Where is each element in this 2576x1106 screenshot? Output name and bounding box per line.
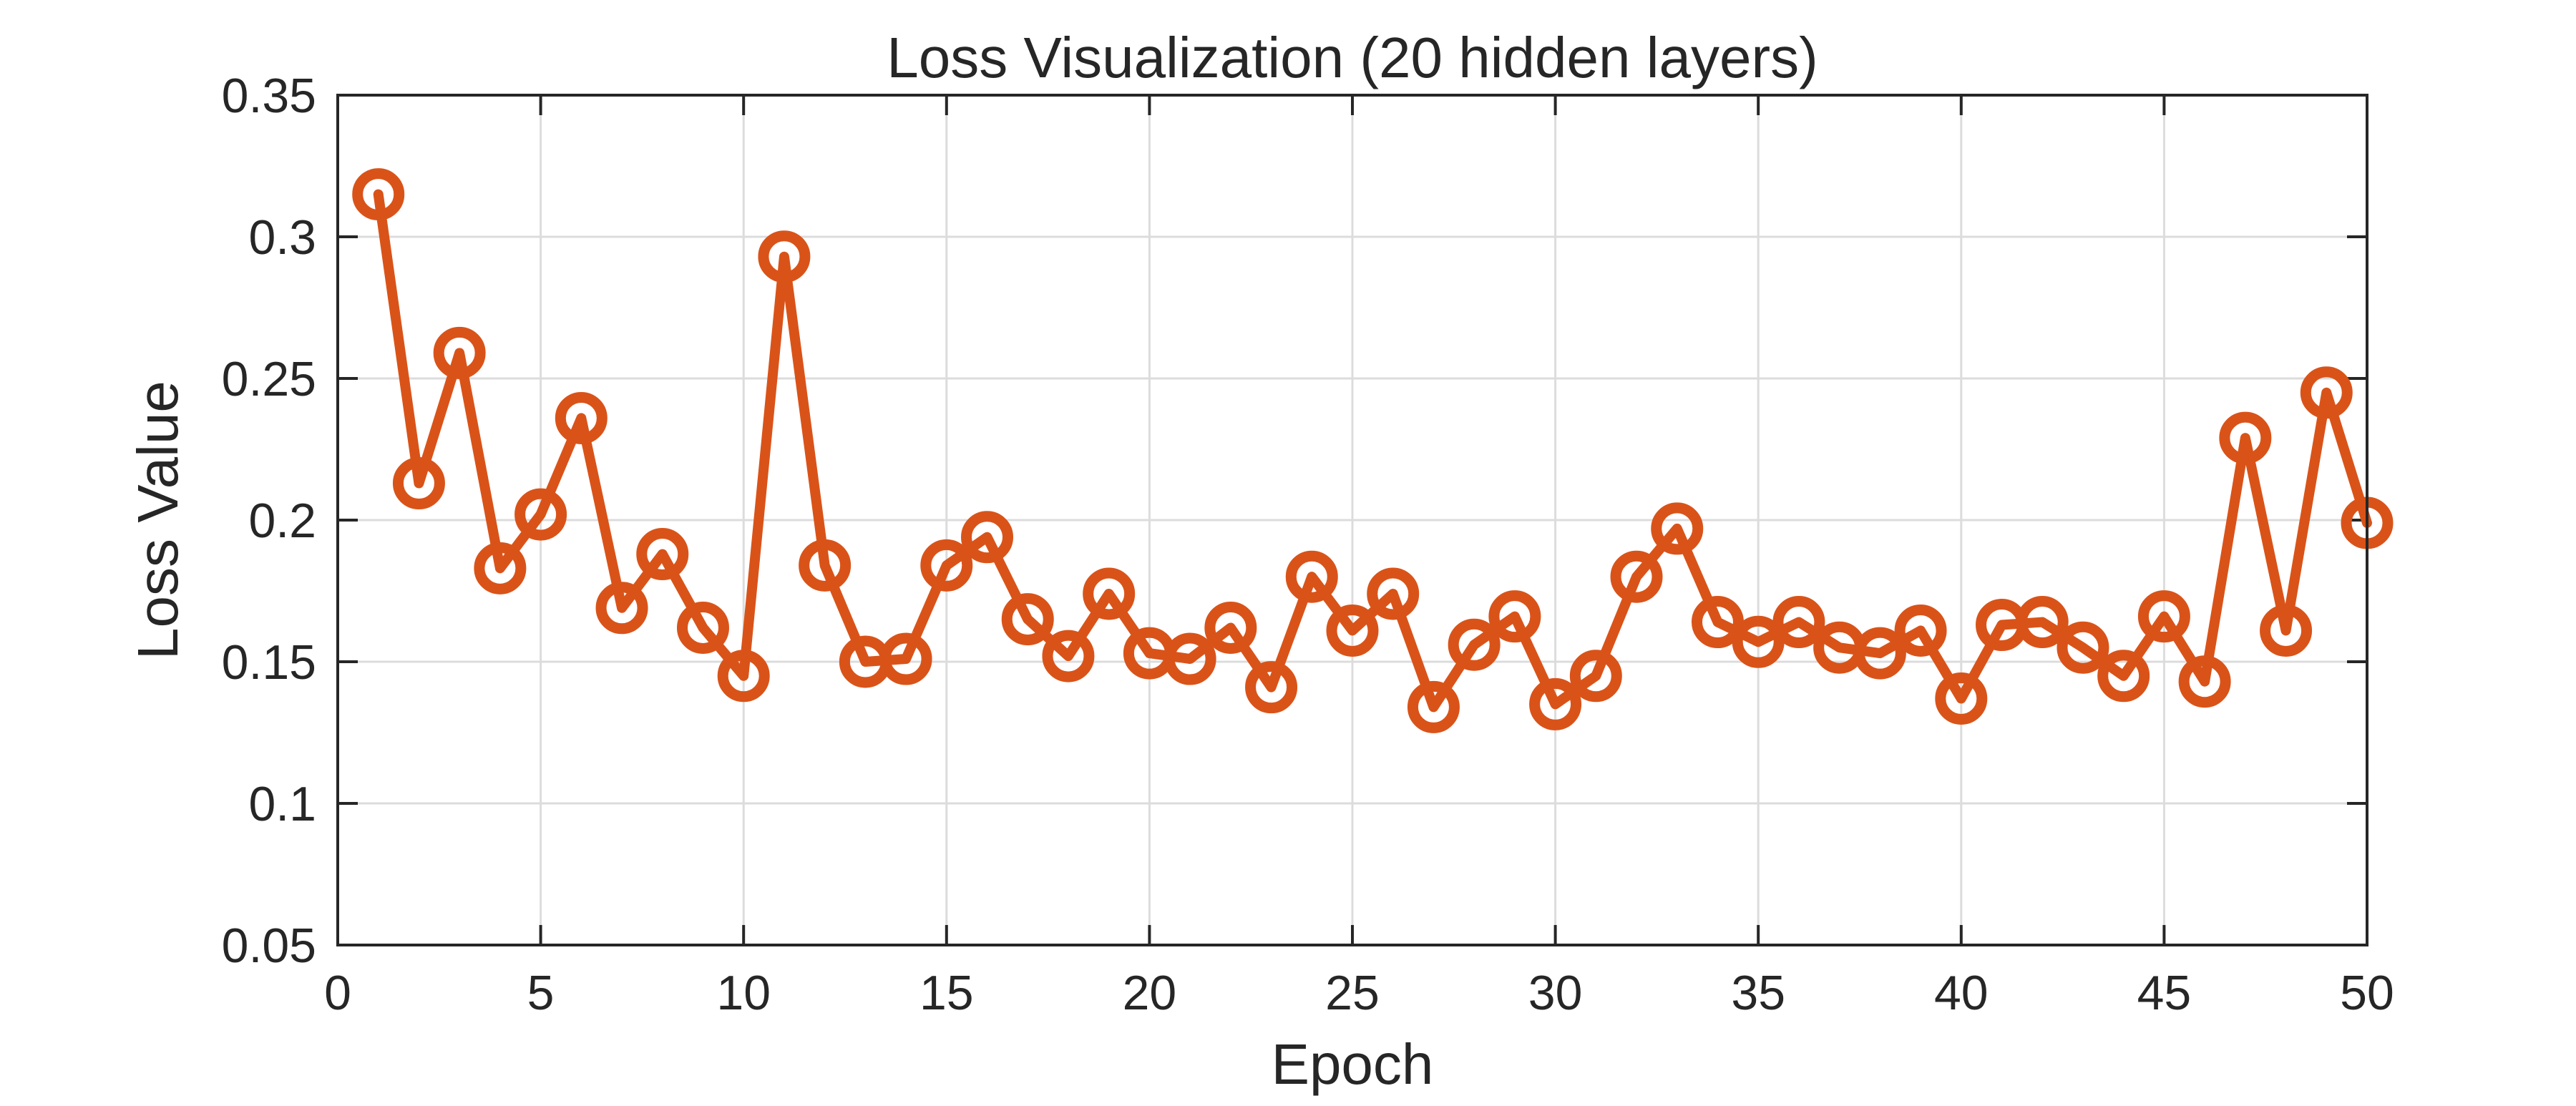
data-point-marker [1407,680,1460,733]
y-axis-title: Loss Value [126,381,190,660]
data-point-marker [1042,630,1095,682]
data-point-marker [961,511,1014,564]
x-tick-label: 10 [716,966,771,1020]
data-point-marker [1935,672,1988,725]
data-point-marker [636,528,689,581]
data-point-marker [758,230,811,283]
data-point-marker [1488,590,1541,643]
x-axis-title: Epoch [1272,1032,1434,1096]
data-point-marker [1691,596,1744,649]
data-point-marker [514,488,567,541]
data-point-marker [2057,621,2109,674]
data-point-marker [1163,632,1216,685]
y-tick-label: 0.15 [222,635,316,690]
x-tick-label: 15 [919,966,974,1020]
y-tick-label: 0.2 [248,494,316,548]
y-tick-label: 0.35 [222,69,316,123]
loss-series-line [373,189,2372,713]
data-point-marker [717,650,770,703]
data-point-marker [1529,677,1582,730]
data-point-marker [433,326,486,379]
x-tick-label: 35 [1731,966,1785,1020]
x-tick-label: 20 [1123,966,1177,1020]
x-tick-label: 40 [1934,966,1989,1020]
data-point-marker [1651,502,1704,555]
data-point-marker [1853,627,1906,680]
data-point-marker [1204,601,1257,654]
data-point-marker [2016,596,2069,649]
data-point-marker [879,632,932,685]
x-tick-label: 50 [2340,966,2394,1020]
data-point-marker [2097,650,2150,703]
y-tick-label: 0.1 [248,777,316,831]
data-point-marker [392,457,445,510]
data-point-marker [920,539,973,592]
data-point-marker [474,542,527,594]
x-tick-label: 0 [324,966,351,1020]
data-point-marker [555,391,608,444]
data-point-marker [1367,567,1420,620]
y-tick-label: 0.25 [222,352,316,406]
data-point-marker [595,582,648,635]
data-point-marker [2137,590,2190,643]
tick-label-layer: 0 5 10 15 20 25 30 35 40 45 50 0.05 0.1 0.15 0.2 0.25 0.… [222,69,2394,1020]
data-point-marker [1001,593,1054,646]
data-point-marker [352,168,405,221]
data-point-marker [1245,661,1298,714]
x-tick-label: 25 [1325,966,1380,1020]
data-point-marker [2219,411,2272,464]
series-layer [352,168,2394,733]
data-point-marker [1894,604,1947,657]
chart-title: Loss Visualization (20 hidden layers) [887,26,1818,89]
data-point-marker [1285,550,1338,603]
x-tick-label: 45 [2137,966,2192,1020]
data-point-marker [1448,618,1501,671]
data-point-marker [1326,604,1379,657]
data-point-marker [2300,366,2353,419]
x-tick-label: 30 [1528,966,1583,1020]
data-point-marker [799,539,852,592]
axes-box [336,94,2368,946]
data-point-marker [1772,596,1825,649]
data-point-marker [1610,550,1663,603]
data-point-marker [1732,615,1785,668]
data-point-marker [1083,567,1136,620]
data-point-marker [2178,655,2231,708]
data-point-marker [676,601,729,654]
data-point-marker [1569,650,1622,703]
grid-layer [336,94,2368,946]
y-tick-label: 0.05 [222,919,316,973]
data-point-marker [2260,604,2313,657]
y-tick-label: 0.3 [248,210,316,265]
x-tick-label: 5 [527,966,555,1020]
